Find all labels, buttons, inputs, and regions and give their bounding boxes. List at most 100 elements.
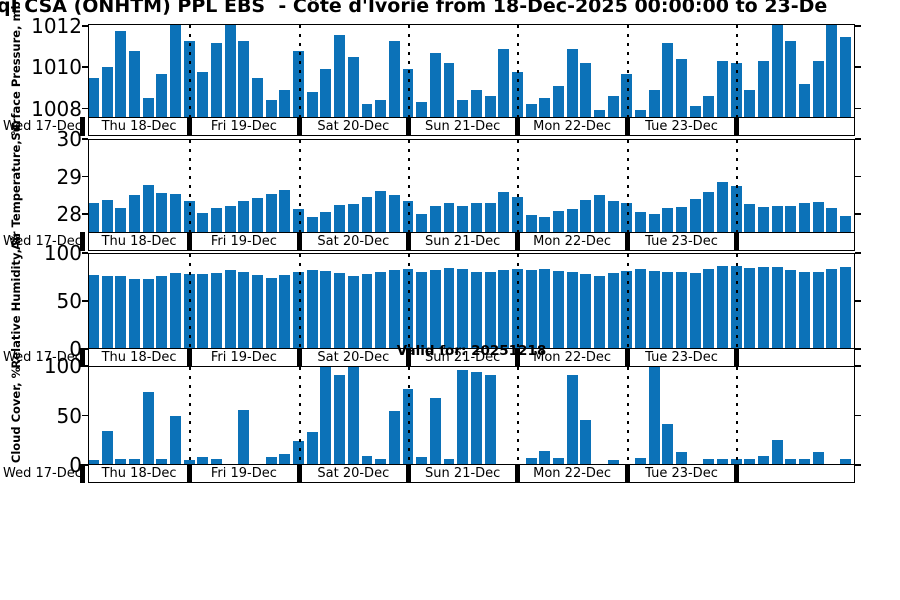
bar [689, 105, 701, 117]
bar [211, 272, 223, 348]
y-tick-label: 30 [56, 127, 82, 151]
y-tick-right [855, 175, 861, 178]
y-tick-right [855, 414, 861, 417]
bar [320, 211, 332, 232]
day-label: Thu 18-Dec [101, 466, 177, 481]
y-tick-label: 0 [69, 337, 82, 361]
day-separator [296, 348, 302, 367]
bar [388, 195, 400, 232]
bar [607, 95, 619, 117]
bar [457, 269, 469, 348]
bar [320, 69, 332, 117]
bar [429, 398, 441, 464]
bar [785, 269, 797, 348]
day-separator [515, 348, 521, 367]
day-label: Tue 23-Dec [645, 119, 718, 134]
day-separator [80, 117, 85, 136]
day-separator [734, 232, 740, 251]
x-tick-label-prev-day: Wed 17-Dec [3, 119, 82, 134]
bar [142, 392, 154, 464]
y-tick-left [82, 464, 88, 466]
day-label-strip-4: Wed 17-Dec Thu 18-Dec Fri 19-Dec Sat 20-Dec… [3, 464, 855, 483]
bar [580, 273, 592, 348]
bar [812, 61, 824, 117]
bar [142, 185, 154, 232]
bar [252, 274, 264, 348]
bar [676, 206, 687, 232]
day-separator [515, 117, 521, 136]
bar [799, 203, 811, 232]
day-label: Tue 23-Dec [645, 466, 718, 481]
bar [840, 267, 852, 348]
bar [676, 452, 687, 464]
y-tick-right [855, 365, 861, 367]
bar [539, 216, 551, 232]
bar [648, 270, 660, 348]
day-label: Fri 19-Dec [210, 234, 277, 249]
bar [785, 41, 797, 117]
y-tick-label: 0 [69, 453, 82, 477]
bar [334, 272, 346, 348]
bar [293, 51, 305, 117]
bar [142, 97, 154, 117]
bar [607, 460, 619, 464]
bar [361, 103, 373, 117]
day-separator [296, 232, 302, 251]
midnight-gridline [189, 254, 192, 348]
bar [676, 59, 687, 117]
day-separator [624, 117, 630, 136]
bar [115, 275, 127, 348]
day-label: Fri 19-Dec [210, 350, 277, 365]
bar [306, 216, 318, 232]
bar [306, 432, 318, 464]
bar [156, 275, 168, 348]
bar [539, 97, 551, 117]
bar [320, 367, 332, 464]
day-label-strip-2: Wed 17-Dec Thu 18-Dec Fri 19-Dec Sat 20-Dec… [3, 232, 855, 251]
y-tick-right [855, 213, 861, 215]
bar [703, 95, 715, 117]
bar [375, 271, 387, 348]
y-tick-right [855, 107, 861, 110]
midnight-gridline [736, 367, 739, 464]
bar [279, 190, 291, 232]
bar [115, 459, 127, 464]
bar [703, 459, 715, 464]
bar [129, 279, 140, 348]
bar [416, 101, 428, 117]
day-separator [80, 464, 85, 483]
bar [717, 61, 728, 117]
midnight-gridline [626, 140, 629, 232]
midnight-gridline [298, 254, 301, 348]
y-tick-right [855, 25, 861, 27]
midnight-gridline [736, 140, 739, 232]
bar [224, 25, 236, 117]
bar [662, 43, 674, 117]
y-axis-label-temperature: Air Temperature, °C [9, 122, 23, 250]
bar [156, 73, 168, 117]
bar [443, 202, 455, 232]
bar [170, 272, 181, 348]
day-separator [296, 117, 302, 136]
day-label: Mon 22-Dec [533, 234, 612, 249]
bar [525, 215, 537, 232]
y-tick-left [82, 414, 88, 417]
bar [607, 272, 619, 348]
bar [129, 194, 140, 232]
bar [812, 452, 824, 464]
bar [375, 459, 387, 464]
bar [320, 270, 332, 348]
bar [498, 192, 510, 232]
bar [539, 269, 551, 348]
bar [717, 459, 728, 464]
bar [648, 213, 660, 232]
y-tick-left [82, 66, 88, 68]
midnight-gridline [298, 140, 301, 232]
midnight-gridline [408, 254, 410, 348]
bar [799, 83, 811, 117]
midnight-gridline [626, 25, 629, 117]
day-separator [187, 348, 193, 367]
bar [525, 269, 537, 348]
plot-area-temperature [88, 139, 855, 233]
